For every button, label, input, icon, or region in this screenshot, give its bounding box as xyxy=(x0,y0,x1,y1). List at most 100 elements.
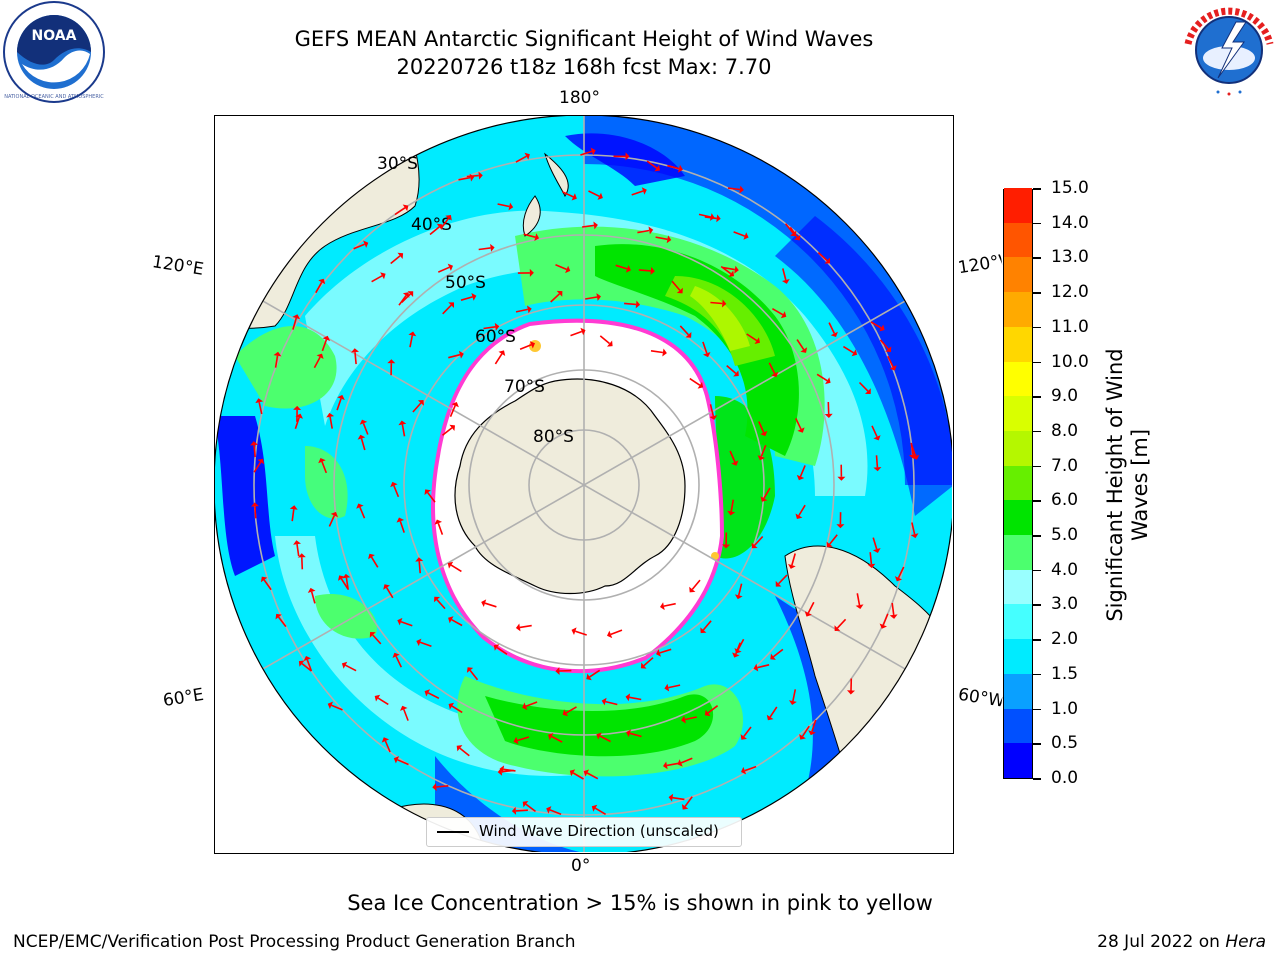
colorbar-tick-label: 12.0 xyxy=(1051,282,1089,303)
colorbar-tick-mark xyxy=(1033,569,1041,572)
wind-arrow-shaft xyxy=(274,355,279,368)
wind-arrow-head xyxy=(357,434,366,440)
wind-arrow-head xyxy=(596,732,602,740)
wind-arrow-shaft xyxy=(772,308,784,316)
colorbar-segment xyxy=(1004,465,1032,501)
wind-arrow-head xyxy=(789,700,797,705)
wind-arrow-shaft xyxy=(450,564,462,573)
wind-arrow-head xyxy=(766,714,774,721)
wind-arrow-head xyxy=(685,332,692,338)
colorbar-tick-mark xyxy=(1033,743,1041,745)
colorbar-segment xyxy=(1004,326,1032,362)
wind-arrow-head xyxy=(555,667,560,675)
wind-arrow-head xyxy=(591,804,598,812)
wind-arrow-head xyxy=(782,279,790,284)
wind-arrow-shaft xyxy=(735,642,741,655)
colorbar-tick-mark xyxy=(1033,188,1041,190)
wind-arrow-shaft xyxy=(631,190,644,196)
wind-arrow-shaft xyxy=(437,523,444,535)
wind-arrow-shaft xyxy=(400,620,413,627)
wind-arrow-head xyxy=(716,214,721,223)
wind-arrow-head xyxy=(316,353,324,359)
wind-arrow-head xyxy=(387,359,396,364)
wind-arrow-shaft xyxy=(306,659,313,672)
wind-arrow-shaft xyxy=(580,150,593,156)
wind-arrow-head xyxy=(363,240,369,248)
svg-text:NATIONAL OCEANIC AND ATMOSPHER: NATIONAL OCEANIC AND ATMOSPHERIC xyxy=(4,94,104,100)
colorbar-tick-mark xyxy=(1033,396,1041,398)
wind-arrow-head xyxy=(834,625,841,631)
wind-arrow-shaft xyxy=(460,296,473,301)
wind-arrow-head xyxy=(369,632,376,638)
wind-arrow-head xyxy=(583,769,590,777)
colorbar-tick-label: 1.5 xyxy=(1051,663,1079,684)
wind-arrow-shaft xyxy=(263,579,272,591)
lat-label-40: 40°S xyxy=(411,215,452,235)
wind-arrow-head xyxy=(341,661,348,669)
colorbar-segment xyxy=(1004,361,1032,397)
wind-arrow-head xyxy=(513,736,519,745)
wind-arrow-shaft xyxy=(336,398,342,411)
wind-arrow-shaft xyxy=(515,155,527,163)
wind-arrow-head xyxy=(625,693,631,702)
wind-arrow-shaft xyxy=(294,417,300,430)
wind-arrow-head xyxy=(569,769,576,777)
wind-arrow-shaft xyxy=(897,566,905,579)
wind-arrow-head xyxy=(380,272,386,280)
wind-arrow-shaft xyxy=(277,616,287,628)
wind-arrow-shaft xyxy=(726,364,737,375)
wind-arrow-shaft xyxy=(301,662,312,672)
wind-arrow-shaft xyxy=(768,362,776,374)
wind-arrow-shaft xyxy=(296,543,300,557)
colorbar-segment xyxy=(1004,222,1032,258)
wind-arrow-shaft xyxy=(253,445,256,458)
wind-arrow-head xyxy=(374,694,381,702)
wind-arrow-head xyxy=(596,293,601,301)
svg-text:NOAA: NOAA xyxy=(32,28,77,44)
wind-arrow-head xyxy=(662,348,667,357)
colorbar-tick-mark xyxy=(1033,465,1041,468)
wind-arrow-head xyxy=(837,476,846,481)
wind-arrow-head xyxy=(318,278,326,285)
wind-arrow-shaft xyxy=(911,522,916,535)
wind-arrow-shaft xyxy=(372,634,382,645)
wind-arrow-shaft xyxy=(672,796,685,801)
wind-arrow-head xyxy=(471,293,477,301)
wind-arrow-shaft xyxy=(575,630,587,636)
wind-arrow-head xyxy=(390,481,398,488)
wind-arrow-head xyxy=(522,801,529,808)
wind-arrow-shaft xyxy=(671,280,681,291)
wind-arrow-head xyxy=(743,232,749,240)
wind-arrow-head xyxy=(847,690,855,695)
wind-arrow-head xyxy=(456,745,463,752)
wind-arrow-shaft xyxy=(702,620,712,631)
wind-arrow-shaft xyxy=(707,705,719,714)
wind-arrow-head xyxy=(448,702,455,710)
wind-arrow-shaft xyxy=(807,601,815,614)
chart-subtitle: 20220726 t18z 168h fcst Max: 7.70 xyxy=(396,55,772,79)
wind-arrow-shaft xyxy=(291,509,295,522)
wind-arrow-shaft xyxy=(891,602,895,616)
lon-label-120w: 120°W xyxy=(956,251,1004,279)
wind-arrow-head xyxy=(825,377,831,385)
colorbar-tick-mark xyxy=(1033,292,1041,294)
wind-arrow-shaft xyxy=(710,301,723,305)
wind-arrow-head xyxy=(648,226,654,235)
wind-arrow-head xyxy=(571,627,577,635)
wind-arrow-head xyxy=(733,370,739,377)
wind-arrow-head xyxy=(383,584,390,590)
wind-arrow-head xyxy=(359,419,368,425)
colorbar-tick-mark xyxy=(1033,222,1041,225)
wind-arrow-shaft xyxy=(353,243,365,250)
wind-arrow-shaft xyxy=(811,719,817,732)
lon-label-60w: 60°W xyxy=(956,684,1004,712)
wind-arrow-shaft xyxy=(887,355,894,368)
wind-arrow-head xyxy=(326,412,335,418)
wind-arrow-shaft xyxy=(370,556,379,568)
wind-arrow-shaft xyxy=(758,421,765,433)
wind-arrow-head xyxy=(571,193,577,201)
wind-arrow-shaft xyxy=(253,461,262,473)
wind-arrow-head xyxy=(590,147,596,156)
colorbar-tick-mark xyxy=(1033,639,1041,641)
wind-arrow-shaft xyxy=(799,465,806,477)
